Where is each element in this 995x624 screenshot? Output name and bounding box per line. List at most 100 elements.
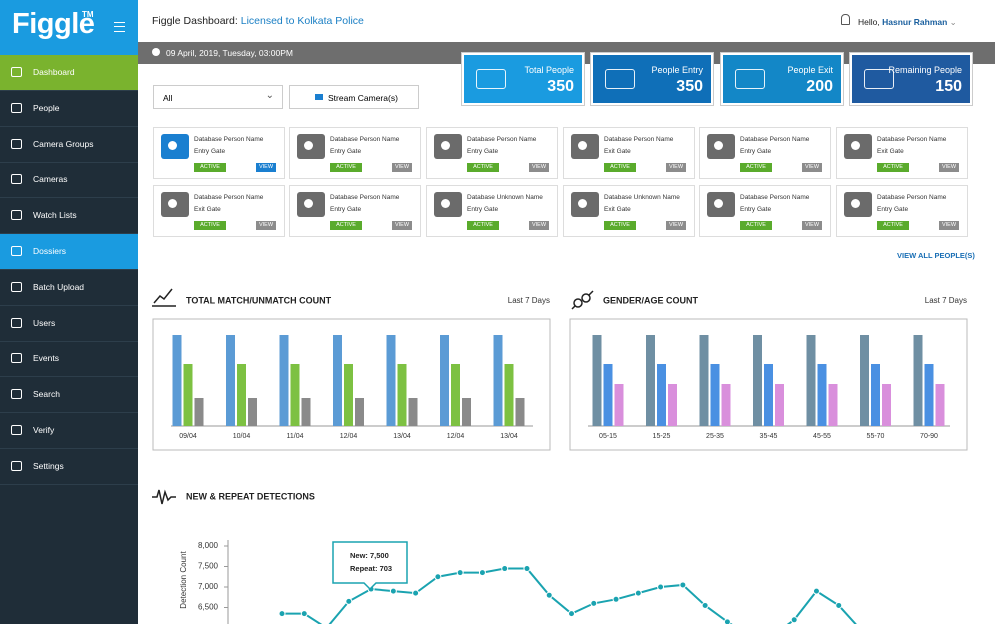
menu-item[interactable]: Dashboard [0,55,138,91]
x-tick-label: 05-15 [599,433,617,440]
menu-label: People [33,102,60,113]
menu-item[interactable]: Users [0,306,138,342]
menu-item[interactable]: Events [0,341,138,378]
menu-label: Dashboard [33,67,75,77]
menu-item[interactable]: People [0,91,138,127]
bar [646,335,655,426]
view-button[interactable]: VIEW [256,163,276,172]
person-name: Database Unknown Name [604,194,680,201]
bar [386,335,396,426]
gate: Exit Gate [604,148,631,155]
menu-item[interactable]: Search [0,377,138,414]
bar [764,364,773,426]
title: Figgle Dashboard: [152,15,238,27]
bar [721,384,731,426]
view-button[interactable]: VIEW [392,221,412,230]
menu-icon [11,281,22,292]
menu-icon [11,425,22,435]
menu-item[interactable]: Cameras [0,162,138,199]
menu-item[interactable]: Verify [0,413,138,449]
stat-card: People Exit 200 [721,53,843,105]
bar [699,335,709,426]
bar [504,364,514,426]
license: Licensed to Kolkata Police [240,15,364,27]
bar [913,335,923,426]
bar [935,384,945,426]
person-card: Database Person Name Entry Gate ACTIVE VIEW [289,127,421,179]
chart-subtitle: Last 7 Days [925,296,967,305]
stream-button[interactable]: Stream Camera(s) [289,85,419,109]
gate: Entry Gate [467,148,499,155]
button-label: Stream Camera(s) [328,93,398,103]
sidebar: Figgle TM Dashboard People Camera Groups Ca… [0,0,138,624]
bar [355,398,364,426]
menu-item[interactable]: Batch Upload [0,270,138,306]
menu-item[interactable]: Dossiers [0,234,138,270]
select[interactable]: All ⌄ [153,85,283,109]
user-greeting[interactable]: Hello, Hasnur Rahman ⌄ [858,17,957,27]
point [634,589,642,597]
menu-item[interactable]: Camera Groups [0,127,138,163]
status-badge: ACTIVE [330,163,362,172]
stat-value: 350 [676,78,703,95]
person-card: Database Person Name Exit Gate ACTIVE VIEW [563,127,695,179]
menu-icon [11,210,22,221]
view-button[interactable]: VIEW [392,163,412,172]
user-name: Hasnur Rahman [882,17,948,27]
menu-item[interactable]: Settings [0,449,138,485]
view-button[interactable]: VIEW [939,221,959,230]
view-button[interactable]: VIEW [802,221,822,230]
view-button[interactable]: VIEW [802,163,822,172]
point [478,569,486,577]
bar [668,384,677,426]
menu-label: Batch Upload [33,281,85,292]
gate: Entry Gate [877,206,909,213]
camera-icon [844,134,872,159]
gate: Exit Gate [194,206,221,213]
person-name: Database Person Name [194,136,264,143]
y-axis-label: Detection Count [179,551,188,609]
stat-label: Remaining People [888,65,962,75]
view-button[interactable]: VIEW [529,163,549,172]
greeting: Hello, [858,17,880,27]
x-tick-label: 13/04 [393,433,411,440]
status-badge: ACTIVE [604,163,636,172]
logo-area: Figgle TM [0,0,138,55]
stat-card: People Entry 350 [591,53,713,105]
pulse-icon [152,489,176,505]
bell-icon[interactable] [841,14,850,25]
stat-label: People Exit [787,65,833,75]
status-badge: ACTIVE [330,221,362,230]
stat-card: Remaining People 150 [850,53,972,105]
bar [493,335,503,426]
chart-box [152,318,551,451]
stat-icon [735,69,765,89]
person-name: Database Person Name [330,136,400,143]
x-tick-label: 12/04 [340,433,358,440]
view-button[interactable]: VIEW [666,163,686,172]
view-button[interactable]: VIEW [256,221,276,230]
menu-icon [11,460,22,471]
bar [860,335,869,426]
menu-icon [11,67,22,77]
bar [828,384,838,426]
menu-item[interactable]: Watch Lists [0,198,138,235]
status-badge: ACTIVE [467,221,499,230]
menu-toggle[interactable] [114,22,125,32]
view-button[interactable]: VIEW [666,221,686,230]
person-name: Database Person Name [740,194,810,201]
bar [279,335,289,426]
gate: Entry Gate [740,148,772,155]
camera-icon [844,192,872,217]
view-button[interactable]: VIEW [939,163,959,172]
view-button[interactable]: VIEW [529,221,549,230]
stat-value: 150 [935,78,962,95]
camera-icon [161,134,189,159]
header-title: Figgle Dashboard: Licensed to Kolkata Po… [152,15,364,27]
view-all-link[interactable]: VIEW ALL PEOPLE(S) [897,251,975,260]
bar [248,398,257,426]
gender-icon [571,290,594,310]
bar [710,364,720,426]
x-tick-label: 13/04 [500,433,518,440]
bar [882,384,891,426]
